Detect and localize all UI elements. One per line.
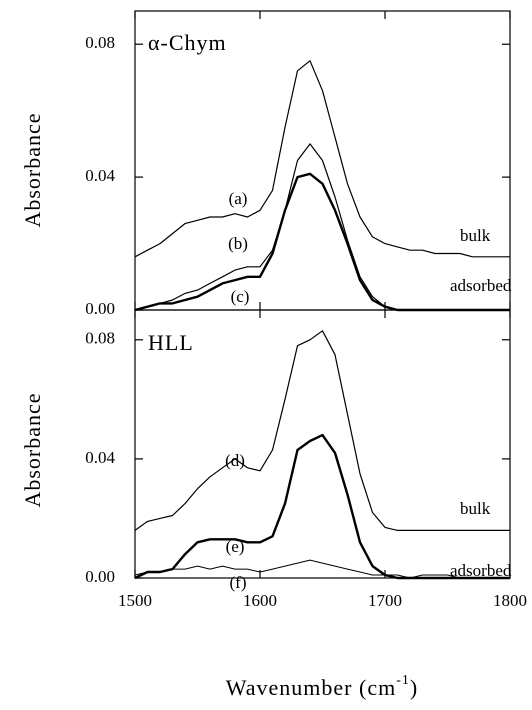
annotation: adsorbed: [450, 561, 512, 580]
y-tick-label: 0.04: [85, 448, 115, 467]
y-axis-label: Absorbance: [20, 392, 45, 507]
annotation: α-Chym: [148, 30, 227, 55]
series-label: (d): [225, 451, 245, 470]
x-tick-label: 1500: [118, 591, 152, 610]
plot-frame: [134, 309, 511, 579]
series-label: (e): [226, 537, 245, 556]
series-label: (a): [229, 189, 248, 208]
y-tick-label: 0.00: [85, 299, 115, 318]
annotation: bulk: [460, 499, 491, 518]
series-line: [134, 60, 510, 258]
annotation: adsorbed: [450, 276, 512, 295]
y-tick-label: 0.04: [85, 166, 115, 185]
series-line: [134, 559, 510, 579]
y-tick-label: 0.08: [85, 33, 115, 52]
x-axis-label-end: ): [410, 675, 418, 700]
series-label: (b): [228, 234, 248, 253]
series-label: (c): [231, 287, 250, 306]
y-tick-label: 0.00: [85, 567, 115, 586]
y-axis-label: Absorbance: [20, 112, 45, 227]
x-axis-label-text: Wavenumber (cm: [226, 675, 396, 700]
annotation: HLL: [148, 330, 194, 355]
x-axis-label-sup: -1: [396, 673, 410, 688]
x-tick-label: 1600: [243, 591, 277, 610]
series-label: (f): [230, 573, 247, 592]
x-axis-label: Wavenumber (cm-1): [226, 673, 418, 700]
series-line: [134, 330, 510, 531]
y-tick-label: 0.08: [85, 329, 115, 348]
x-tick-label: 1700: [368, 591, 402, 610]
x-tick-label: 1800: [493, 591, 527, 610]
annotation: bulk: [460, 226, 491, 245]
series-line: [134, 433, 510, 580]
